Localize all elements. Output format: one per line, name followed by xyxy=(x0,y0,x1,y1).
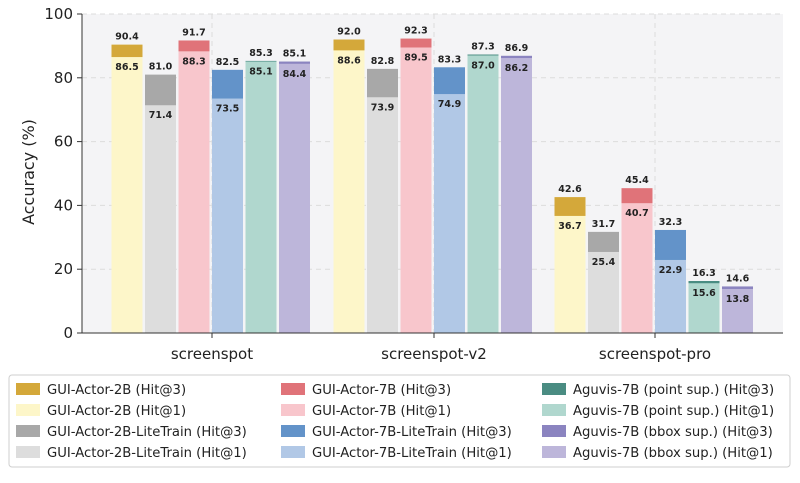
bar-hit1 xyxy=(178,51,210,333)
data-label-hit3: 32.3 xyxy=(659,217,682,228)
bar-hit1 xyxy=(688,283,720,333)
bar-hit1 xyxy=(722,288,753,333)
legend-swatch xyxy=(281,383,305,395)
bar-hit1 xyxy=(400,47,432,334)
legend-swatch xyxy=(281,404,305,416)
legend-swatch xyxy=(16,446,40,458)
data-label-hit1: 73.9 xyxy=(371,102,394,113)
x-tick-label: screenspot xyxy=(171,345,253,363)
legend-label: Aguvis-7B (point sup.) (Hit@3) xyxy=(573,383,774,398)
data-label-hit1: 88.3 xyxy=(182,56,205,67)
data-label-hit1: 87.0 xyxy=(471,60,495,71)
data-label-hit1: 89.5 xyxy=(404,52,427,63)
data-label-hit1: 85.1 xyxy=(249,67,272,78)
legend-swatch xyxy=(542,425,566,437)
data-label-hit1: 13.8 xyxy=(726,294,750,305)
legend-swatch xyxy=(542,446,566,458)
legend-swatch xyxy=(16,425,40,437)
y-tick-label: 20 xyxy=(54,260,73,278)
data-label-hit3: 16.3 xyxy=(692,268,715,279)
bar-hit1 xyxy=(279,63,310,333)
data-label-hit1: 22.9 xyxy=(659,265,682,276)
y-axis-label: Accuracy (%) xyxy=(19,119,38,225)
data-label-hit3: 86.9 xyxy=(505,43,528,54)
data-label-hit3: 87.3 xyxy=(471,42,494,53)
legend-label: GUI-Actor-2B (Hit@3) xyxy=(47,383,186,398)
x-tick-label: screenspot-v2 xyxy=(381,345,487,363)
legend-swatch xyxy=(542,383,566,395)
bar-hit1 xyxy=(333,50,365,334)
y-tick-label: 60 xyxy=(54,133,73,151)
data-label-hit1: 36.7 xyxy=(558,221,581,232)
legend-swatch xyxy=(16,383,40,395)
data-label-hit1: 86.2 xyxy=(505,63,528,74)
data-label-hit3: 85.3 xyxy=(249,48,272,59)
y-tick-label: 40 xyxy=(54,196,73,214)
data-label-hit1: 84.4 xyxy=(283,69,307,80)
y-tick-label: 0 xyxy=(63,324,73,342)
data-label-hit3: 81.0 xyxy=(149,62,173,73)
data-label-hit1: 40.7 xyxy=(625,208,648,219)
bar-hit1 xyxy=(621,203,653,333)
bar-hit1 xyxy=(467,55,499,333)
bar-hit1 xyxy=(145,105,176,333)
legend-label: GUI-Actor-2B-LiteTrain (Hit@3) xyxy=(47,425,247,440)
data-label-hit1: 74.9 xyxy=(438,99,461,110)
x-tick-label: screenspot-pro xyxy=(599,345,711,363)
legend-box xyxy=(8,374,791,468)
data-label-hit3: 90.4 xyxy=(115,32,139,43)
bar-hit1 xyxy=(245,61,277,333)
data-label-hit3: 85.1 xyxy=(283,49,306,60)
bar-hit1 xyxy=(655,259,686,333)
legend-label: GUI-Actor-7B-LiteTrain (Hit@1) xyxy=(312,446,512,461)
data-label-hit3: 83.3 xyxy=(438,54,461,65)
data-label-hit1: 73.5 xyxy=(216,104,239,115)
data-label-hit3: 14.6 xyxy=(726,273,750,284)
legend-label: Aguvis-7B (bbox sup.) (Hit@3) xyxy=(573,425,773,440)
data-label-hit3: 92.3 xyxy=(404,26,427,37)
data-label-hit1: 86.5 xyxy=(115,62,138,73)
data-label-hit1: 15.6 xyxy=(692,288,716,299)
data-label-hit3: 31.7 xyxy=(592,219,615,230)
bar-hit1 xyxy=(434,94,465,333)
legend-swatch xyxy=(542,404,566,416)
legend-swatch xyxy=(281,425,305,437)
data-label-hit3: 45.4 xyxy=(625,175,649,186)
data-label-hit3: 82.5 xyxy=(216,57,239,68)
y-tick-label: 100 xyxy=(44,5,73,23)
legend-label: GUI-Actor-7B-LiteTrain (Hit@3) xyxy=(312,425,512,440)
bar-hit1 xyxy=(501,58,532,333)
data-label-hit1: 71.4 xyxy=(149,110,173,121)
bar-hit1 xyxy=(554,215,586,333)
legend-label: GUI-Actor-2B (Hit@1) xyxy=(47,404,186,419)
legend-label: Aguvis-7B (point sup.) (Hit@1) xyxy=(573,404,774,419)
bar-hit1 xyxy=(212,98,243,333)
bar-hit1 xyxy=(111,57,143,333)
legend-swatch xyxy=(16,404,40,416)
data-label-hit1: 25.4 xyxy=(592,257,616,268)
data-label-hit3: 91.7 xyxy=(182,27,205,38)
legend-label: GUI-Actor-7B (Hit@3) xyxy=(312,383,451,398)
data-label-hit3: 92.0 xyxy=(337,27,361,38)
data-label-hit3: 82.8 xyxy=(371,56,395,67)
y-tick-label: 80 xyxy=(54,69,73,87)
legend-label: GUI-Actor-2B-LiteTrain (Hit@1) xyxy=(47,446,247,461)
bar-hit1 xyxy=(588,251,619,333)
bar-hit1 xyxy=(367,97,398,333)
legend-label: Aguvis-7B (bbox sup.) (Hit@1) xyxy=(573,446,773,461)
legend-swatch xyxy=(281,446,305,458)
data-label-hit1: 88.6 xyxy=(337,55,361,66)
legend-label: GUI-Actor-7B (Hit@1) xyxy=(312,404,451,419)
data-label-hit3: 42.6 xyxy=(558,184,582,195)
